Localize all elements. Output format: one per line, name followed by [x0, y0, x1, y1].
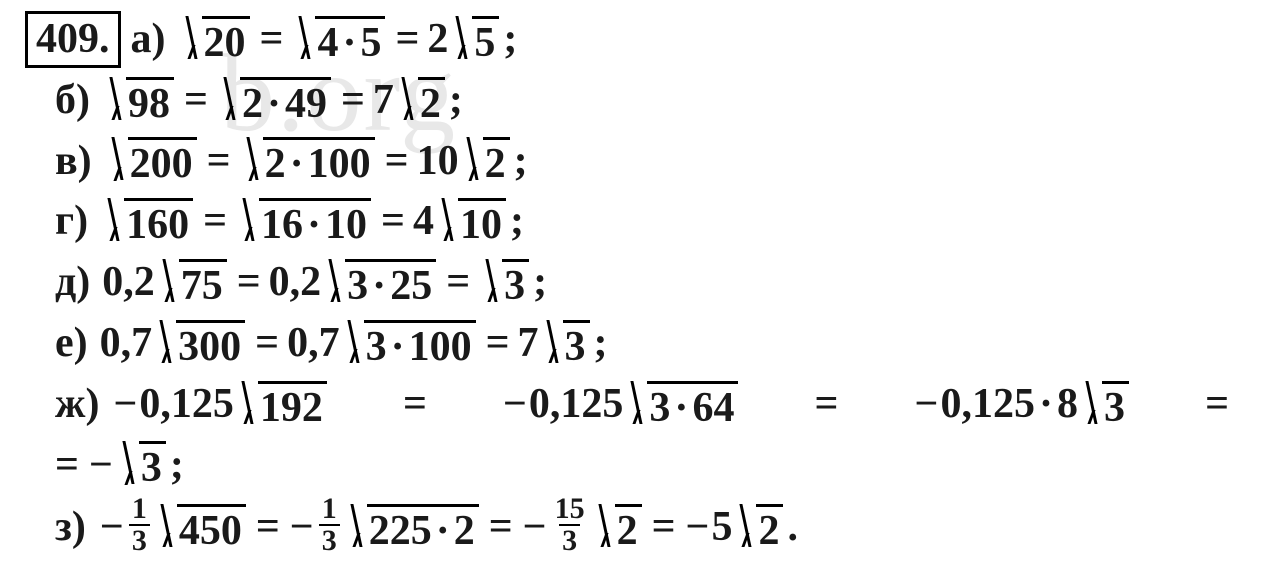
- sqrt-2b: 2: [461, 133, 510, 188]
- equals: =: [203, 192, 227, 251]
- line-g: г) 160 = 16·10 = 4 10 ;: [25, 192, 1257, 251]
- line-d: д) 0,2 75 = 0,2 3·25 = 3 ;: [25, 253, 1257, 312]
- coef: 2: [427, 10, 448, 69]
- coef: 4: [413, 192, 434, 251]
- coef: 5: [711, 498, 732, 557]
- label-a: а): [131, 10, 166, 69]
- label-e: е): [55, 314, 88, 373]
- sqrt-3b: 3: [541, 316, 590, 371]
- label-v: в): [55, 132, 92, 191]
- label-b: б): [55, 71, 90, 130]
- mid2-coef: 0,125: [940, 375, 1035, 434]
- equals: =: [486, 314, 510, 373]
- semicolon: ;: [533, 253, 547, 312]
- coef: 7: [518, 314, 539, 373]
- minus: −: [503, 375, 527, 434]
- sqrt-225x2: 225·2: [345, 500, 479, 555]
- sqrt-2d: 2: [734, 500, 783, 555]
- coef: 7: [373, 71, 394, 130]
- semicolon: ;: [514, 132, 528, 191]
- line-zh-1: ж) − 0,125 192 = − 0,125 3·64 = − 0,125 …: [25, 375, 1257, 434]
- coef: 10: [417, 132, 459, 191]
- mid-coef: 0,125: [529, 375, 624, 434]
- sqrt-300: 300: [154, 316, 245, 371]
- semicolon: ;: [449, 71, 463, 130]
- frac-15-3: 153: [552, 494, 588, 556]
- frac-1-3: 13: [129, 494, 150, 556]
- label-g: г): [55, 192, 88, 251]
- equals: =: [207, 132, 231, 191]
- sqrt-192: 192: [236, 377, 327, 432]
- line-z: з) − 13 450 = − 13 225·2 = − 153 2 = − 5…: [25, 496, 1257, 558]
- pre-coef: 0,2: [102, 253, 155, 312]
- equals: =: [255, 314, 279, 373]
- sqrt-160: 160: [102, 194, 193, 249]
- sqrt-3: 3: [480, 255, 529, 310]
- sqrt-5: 5: [450, 12, 499, 67]
- equals: =: [815, 375, 839, 434]
- math-content: 409. а) 20 = 4·5 = 2 5 ; б) 98 = 2·49 = …: [0, 0, 1282, 570]
- pre-coef: 0,125: [139, 375, 234, 434]
- sqrt-3x64: 3·64: [625, 377, 738, 432]
- sqrt-3c: 3: [1080, 377, 1129, 432]
- sqrt-10: 10: [436, 194, 506, 249]
- semicolon: ;: [170, 436, 184, 495]
- label-z: з): [55, 498, 86, 557]
- sqrt-3x25: 3·25: [323, 255, 436, 310]
- frac-1-3b: 13: [319, 494, 340, 556]
- sqrt-450: 450: [155, 500, 246, 555]
- minus: −: [113, 375, 137, 434]
- sqrt-2x100: 2·100: [241, 133, 375, 188]
- line-e: е) 0,7 300 = 0,7 3·100 = 7 3 ;: [25, 314, 1257, 373]
- semicolon: ;: [594, 314, 608, 373]
- sqrt-98: 98: [104, 73, 174, 128]
- sqrt-20: 20: [180, 12, 250, 67]
- equals: =: [260, 10, 284, 69]
- problem-number-box: 409.: [25, 11, 121, 67]
- minus: −: [523, 498, 547, 557]
- sqrt-75: 75: [157, 255, 227, 310]
- equals: =: [652, 498, 676, 557]
- minus: −: [89, 436, 113, 495]
- sqrt-4x5: 4·5: [293, 12, 385, 67]
- label-zh: ж): [55, 375, 99, 434]
- sqrt-200: 200: [106, 133, 197, 188]
- line-zh-2: = − 3 ;: [25, 436, 1257, 495]
- semicolon: ;: [503, 10, 517, 69]
- pre-coef: 0,7: [100, 314, 153, 373]
- equals: =: [489, 498, 513, 557]
- minus: −: [915, 375, 939, 434]
- sqrt-3d: 3: [117, 437, 166, 492]
- semicolon: ;: [510, 192, 524, 251]
- period: .: [787, 498, 798, 557]
- sqrt-16x10: 16·10: [237, 194, 371, 249]
- equals: =: [55, 436, 79, 495]
- sqrt-2c: 2: [593, 500, 642, 555]
- mid-coef: 0,7: [287, 314, 340, 373]
- mid-coef: 0,2: [269, 253, 322, 312]
- equals: =: [1205, 375, 1229, 434]
- equals: =: [237, 253, 261, 312]
- minus: −: [100, 498, 124, 557]
- sqrt-3x100: 3·100: [342, 316, 476, 371]
- equals: =: [403, 375, 427, 434]
- minus: −: [290, 498, 314, 557]
- equals: =: [341, 71, 365, 130]
- sqrt-2: 2: [396, 73, 445, 128]
- equals: =: [395, 10, 419, 69]
- sqrt-2x49: 2·49: [218, 73, 331, 128]
- line-a: 409. а) 20 = 4·5 = 2 5 ;: [25, 10, 1257, 69]
- minus: −: [686, 498, 710, 557]
- equals: =: [381, 192, 405, 251]
- label-d: д): [55, 253, 90, 312]
- equals: =: [385, 132, 409, 191]
- line-v: в) 200 = 2·100 = 10 2 ;: [25, 132, 1257, 191]
- equals: =: [184, 71, 208, 130]
- equals: =: [446, 253, 470, 312]
- equals: =: [256, 498, 280, 557]
- mul: 8: [1057, 375, 1078, 434]
- line-b: б) 98 = 2·49 = 7 2 ;: [25, 71, 1257, 130]
